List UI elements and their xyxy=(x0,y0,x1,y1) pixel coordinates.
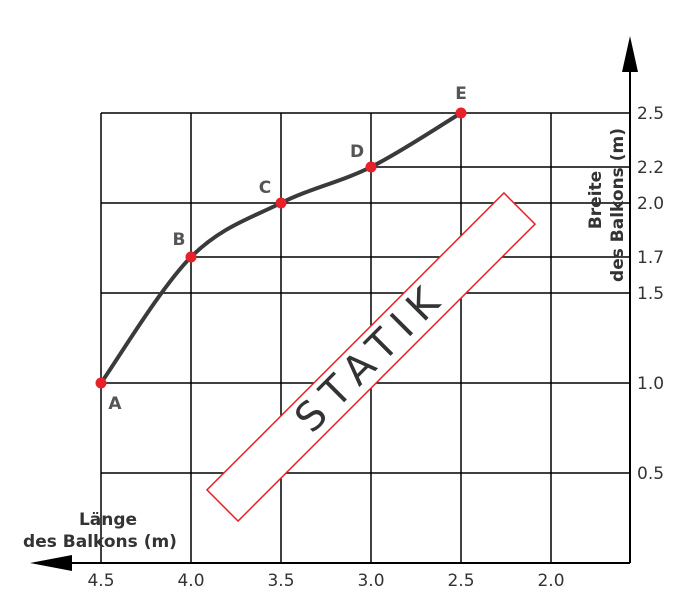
point-label-e: E xyxy=(455,84,467,104)
y-axis-title: Breite des Balkons (m) xyxy=(586,128,628,282)
y-tick-label: 0.5 xyxy=(637,464,664,484)
x-tick-label: 4.5 xyxy=(87,571,114,591)
data-point-c xyxy=(275,197,287,209)
data-point-d xyxy=(365,161,377,173)
watermark-frame xyxy=(205,191,537,523)
data-point-b xyxy=(185,251,197,263)
y-tick-label: 1.5 xyxy=(637,284,664,304)
x-tick-label: 2.0 xyxy=(537,571,564,591)
point-label-d: D xyxy=(350,142,364,162)
point-label-b: B xyxy=(173,230,186,250)
y-tick-label: 2.2 xyxy=(637,158,664,178)
x-axis-arrow xyxy=(30,555,72,571)
point-label-a: A xyxy=(108,394,122,414)
x-axis-title-line1: Länge xyxy=(79,510,137,530)
y-tick-label: 1.0 xyxy=(637,374,664,394)
x-tick-label: 2.5 xyxy=(447,571,474,591)
y-tick-label: 2.0 xyxy=(637,194,664,214)
axes: 4.5 4.0 3.5 3.0 2.5 2.0 0.5 1.0 1.5 1.7 2.0 2.2 2.5 xyxy=(30,36,664,591)
x-tick-label: 4.0 xyxy=(177,571,204,591)
x-axis-title-line2: des Balkons (m) xyxy=(23,532,177,552)
data-point-e xyxy=(455,107,467,119)
data-points: A B C D E xyxy=(95,84,467,414)
y-tick-label: 2.5 xyxy=(637,104,664,124)
y-axis-title-line2: des Balkons (m) xyxy=(608,128,628,282)
data-point-a xyxy=(95,377,107,389)
y-axis-arrow xyxy=(622,36,638,72)
x-tick-label: 3.0 xyxy=(357,571,384,591)
x-tick-label: 3.5 xyxy=(267,571,294,591)
y-axis-title-line1: Breite xyxy=(586,171,606,229)
point-label-c: C xyxy=(259,178,271,198)
grid xyxy=(100,112,630,563)
y-tick-label: 1.7 xyxy=(637,248,664,268)
